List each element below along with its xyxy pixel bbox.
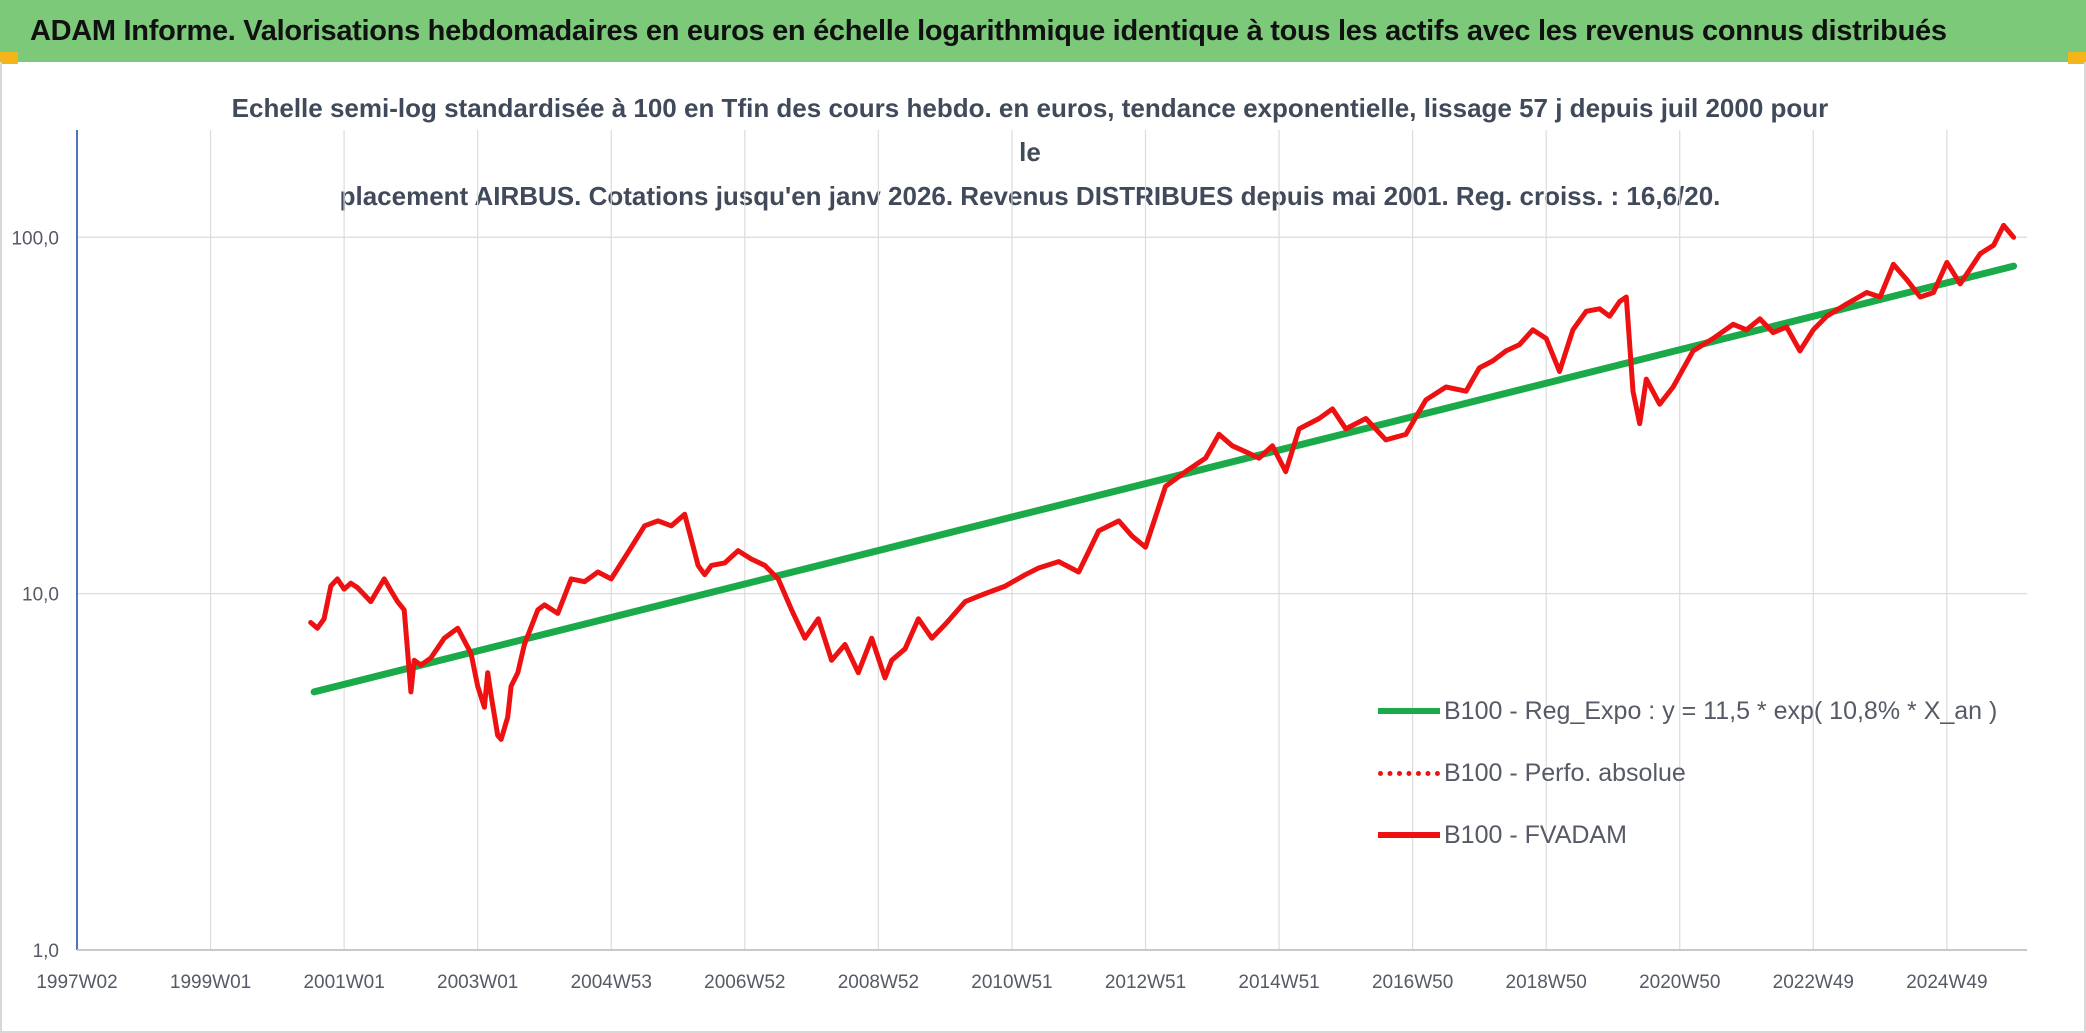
report-title: ADAM Informe. Valorisations hebdomadaire… [30,14,1947,47]
y-tick-label: 10,0 [22,585,59,606]
legend-label-perfo: B100 - Perfo. absolue [1444,758,1686,787]
chart-title-line-2: placement AIRBUS. Cotations jusqu'en jan… [339,181,1721,211]
x-tick-label: 2003W01 [437,972,518,993]
chart-legend: B100 - Reg_Expo : y = 11,5 * exp( 10,8% … [1378,680,1997,866]
x-tick-label: 1997W02 [36,972,117,993]
x-tick-label: 2010W51 [971,972,1052,993]
chart-title: Echelle semi-log standardisée à 100 en T… [230,86,1830,218]
trend-line [310,262,2018,696]
x-tick-label: 2008W52 [838,972,919,993]
legend-swatch-trend [1378,708,1440,714]
x-tick-label: 2024W49 [1906,972,1987,993]
y-tick-label: 1,0 [33,941,59,962]
corner-marker-right [2068,52,2086,64]
legend-swatch-perfo [1378,770,1440,776]
x-tick-label: 2022W49 [1773,972,1854,993]
x-tick-label: 2006W52 [704,972,785,993]
legend-item-fvadam: B100 - FVADAM [1378,804,1997,866]
chart-frame [0,62,2086,1033]
corner-marker-left [0,52,18,64]
y-tick-label: 100,0 [11,228,59,249]
legend-item-trend: B100 - Reg_Expo : y = 11,5 * exp( 10,8% … [1378,680,1997,742]
x-tick-label: 2018W50 [1506,972,1587,993]
x-tick-label: 2014W51 [1238,972,1319,993]
chart-title-line-1: Echelle semi-log standardisée à 100 en T… [231,93,1829,167]
legend-swatch-fvadam [1378,832,1440,838]
x-tick-label: 1999W01 [170,972,251,993]
legend-label-fvadam: B100 - FVADAM [1444,820,1627,849]
legend-item-perfo: B100 - Perfo. absolue [1378,742,1997,804]
x-tick-label: 2020W50 [1639,972,1720,993]
x-tick-label: 2012W51 [1105,972,1186,993]
report-banner: ADAM Informe. Valorisations hebdomadaire… [0,0,2086,62]
x-tick-label: 2016W50 [1372,972,1453,993]
fvadam-line [308,222,2017,742]
legend-label-trend: B100 - Reg_Expo : y = 11,5 * exp( 10,8% … [1444,696,1998,725]
x-tick-label: 2001W01 [303,972,384,993]
x-tick-label: 2004W53 [571,972,652,993]
